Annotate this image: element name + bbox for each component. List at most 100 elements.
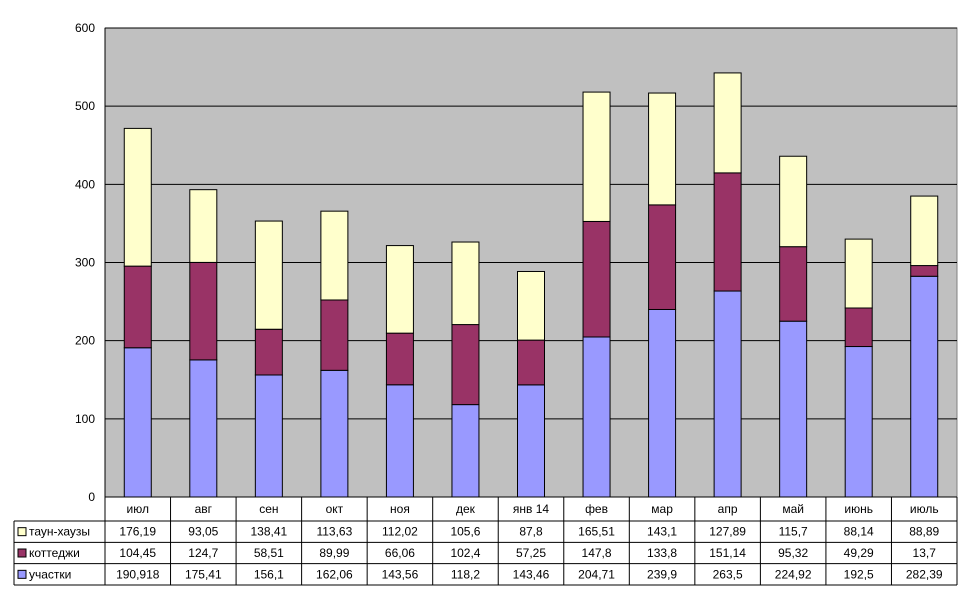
bar-segment-1 [582,220,611,338]
legend-label: таун-хаузы [29,525,90,539]
bar-segment-1 [844,307,873,348]
data-value-label: 138,41 [250,525,287,539]
data-value-label: 176,19 [119,525,156,539]
bar-segment-0 [582,336,611,498]
x-category-label: ноя [390,502,410,516]
bar-segment-2 [779,155,808,248]
bar-segment-2 [713,72,742,174]
data-value-label: 143,56 [382,567,419,581]
bar-segment-1 [648,204,677,310]
bar-segment-0 [254,374,283,498]
legend-swatch [17,548,27,558]
data-value-label: 204,71 [578,567,615,581]
legend-swatch [17,569,27,579]
bar-segment-0 [320,369,349,498]
bar-segment-1 [254,328,283,376]
bar-segment-2 [189,189,218,263]
x-category-label: июнь [844,502,873,516]
bar-segment-1 [517,339,545,386]
data-value-label: 133,8 [647,546,677,560]
data-value-label: 118,2 [451,567,480,581]
data-value-label: 162,06 [316,567,353,581]
y-tick-label: 300 [75,256,95,270]
bar-segment-0 [517,384,545,498]
data-value-label: 66,06 [385,546,415,560]
x-category-label: май [782,502,804,516]
data-value-label: 124,7 [188,546,218,560]
data-value-label: 143,46 [513,567,550,581]
x-category-label: окт [326,502,344,516]
bar-segment-1 [451,324,480,406]
data-value-label: 105,6 [450,525,480,539]
x-category-label: июл [127,502,149,516]
data-value-label: 143,1 [647,525,677,539]
data-value-label: 13,7 [913,546,937,560]
data-value-label: 58,51 [254,546,284,560]
bar-segment-0 [779,320,808,498]
bar-segment-0 [123,347,152,498]
data-value-label: 239,9 [647,567,677,581]
data-value-label: 112,02 [382,525,418,539]
bar-segment-0 [189,359,218,498]
legend-label: участки [29,567,71,581]
data-value-label: 95,32 [778,546,808,560]
bar-segment-2 [517,270,545,341]
bar-segment-0 [910,275,939,498]
data-value-label: 147,8 [582,546,612,560]
bar-segment-1 [779,246,808,322]
bar-segment-2 [582,91,611,222]
data-value-label: 224,92 [775,567,812,581]
bar-segment-1 [123,265,152,349]
data-value-label: 88,14 [844,525,874,539]
y-tick-label: 0 [88,490,95,504]
bar-segment-1 [910,265,939,277]
bar-segment-1 [189,261,218,361]
bar-segment-0 [844,346,873,498]
y-tick-label: 500 [75,99,95,113]
bar-segment-2 [451,241,480,326]
data-value-label: 115,7 [779,525,808,539]
y-axis: 0 100 200 300 400 500 600 [75,21,106,504]
y-tick-label: 400 [75,177,95,191]
data-value-label: 175,41 [185,567,222,581]
x-category-label: сен [259,502,278,516]
bar-segment-2 [385,245,414,334]
x-category-label: авг [195,502,213,516]
x-category-label: мар [651,502,673,516]
data-value-label: 57,25 [516,546,546,560]
data-value-label: 102,4 [450,546,480,560]
bar-segment-0 [385,384,414,498]
bar-segment-2 [844,238,873,309]
legend-label: коттеджи [29,546,80,560]
bar-segment-2 [320,210,349,301]
data-value-label: 282,39 [906,567,943,581]
data-value-label: 93,05 [188,525,218,539]
bar-segment-2 [648,92,677,206]
bar-segment-1 [320,299,349,371]
x-category-label: фев [585,502,608,516]
bar-segment-2 [123,127,152,267]
gridlines [105,27,957,420]
data-value-label: 190,918 [116,567,160,581]
bar-segment-2 [254,220,283,330]
bar-segment-1 [713,172,742,292]
data-value-label: 113,63 [316,525,352,539]
data-value-label: 127,89 [709,525,746,539]
data-value-label: 263,5 [713,567,743,581]
data-value-label: 49,29 [844,546,874,560]
y-tick-label: 100 [75,412,95,426]
data-value-label: 151,14 [709,546,746,560]
bar-segment-0 [648,308,677,498]
bar-segment-1 [385,332,414,386]
data-value-label: 87,8 [519,525,543,539]
x-category-label: дек [456,502,476,516]
legend-swatch [17,527,27,537]
data-value-label: 89,99 [319,546,349,560]
data-value-label: 192,5 [844,567,874,581]
x-category-label: янв 14 [513,502,550,516]
y-tick-label: 200 [75,334,95,348]
bars [123,72,939,498]
bar-segment-0 [451,404,480,498]
data-table: июл авг сен окт ноя дек янв 14 фев мар апр май июнь… [13,496,958,586]
